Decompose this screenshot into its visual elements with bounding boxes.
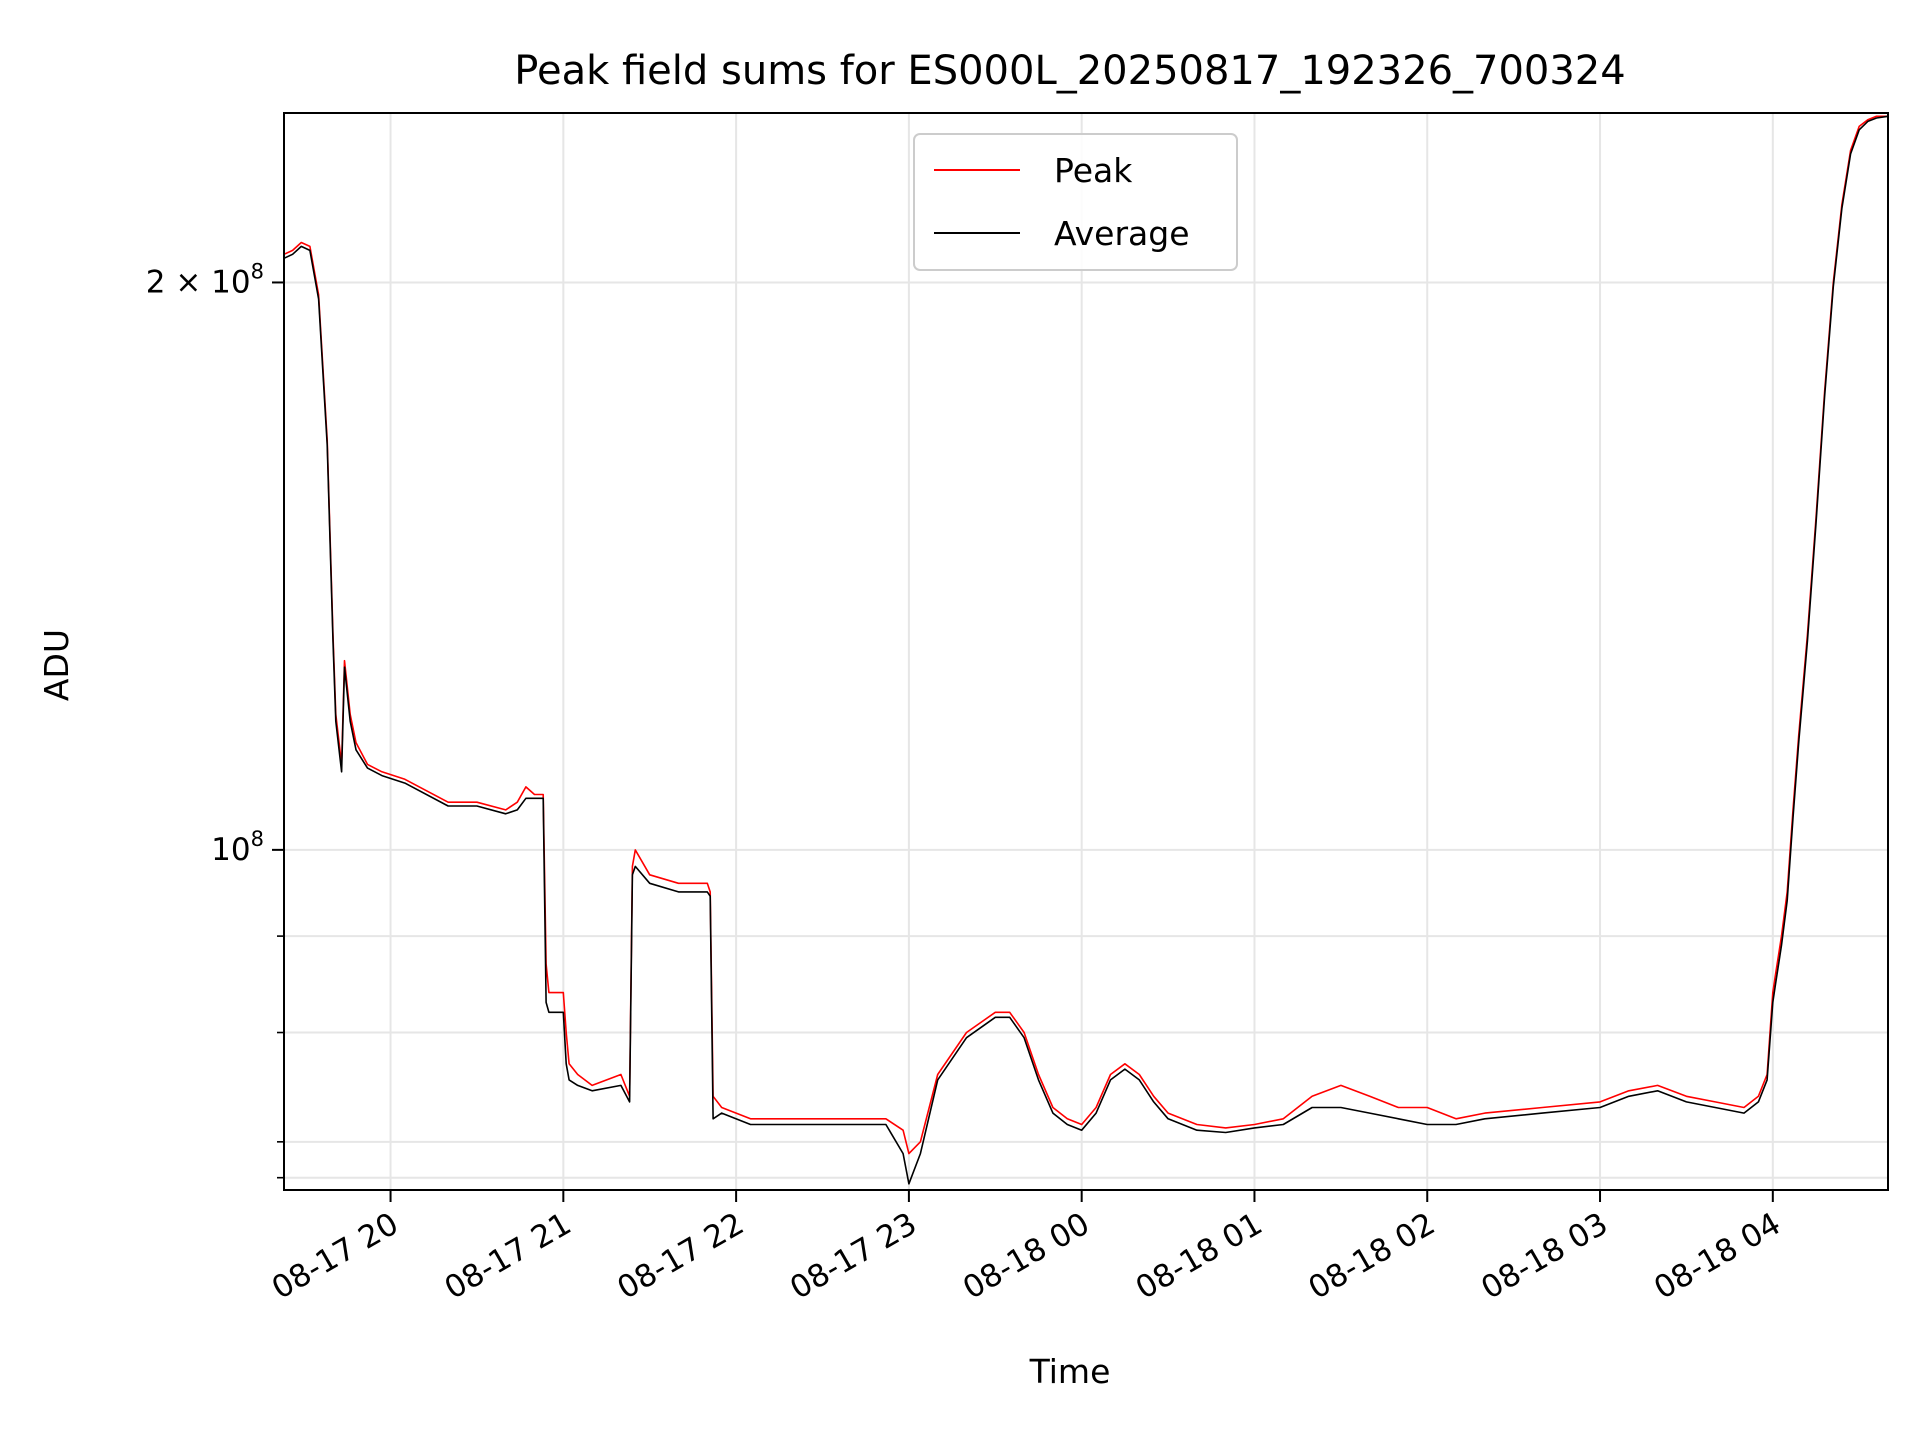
plot-frame — [283, 112, 1889, 1191]
x-axis-label: Time — [1029, 1352, 1111, 1391]
y-tick-label: 2 × 108 — [146, 259, 264, 300]
chart-title: Peak field sums for ES000L_20250817_1923… — [514, 48, 1625, 94]
y-tick-label: 108 — [211, 827, 264, 868]
grid — [284, 113, 1888, 1190]
y-axis: 108 2 × 108 — [146, 259, 284, 1179]
series-line-peak — [283, 115, 1888, 1155]
legend-label-peak: Peak — [1054, 151, 1133, 190]
y-axis-label: ADU — [37, 629, 76, 701]
legend: Peak Average — [913, 133, 1238, 271]
series-line-average — [283, 115, 1889, 1185]
plot-lines — [283, 115, 1889, 1185]
legend-box — [913, 133, 1238, 271]
legend-label-average: Average — [1054, 214, 1190, 253]
